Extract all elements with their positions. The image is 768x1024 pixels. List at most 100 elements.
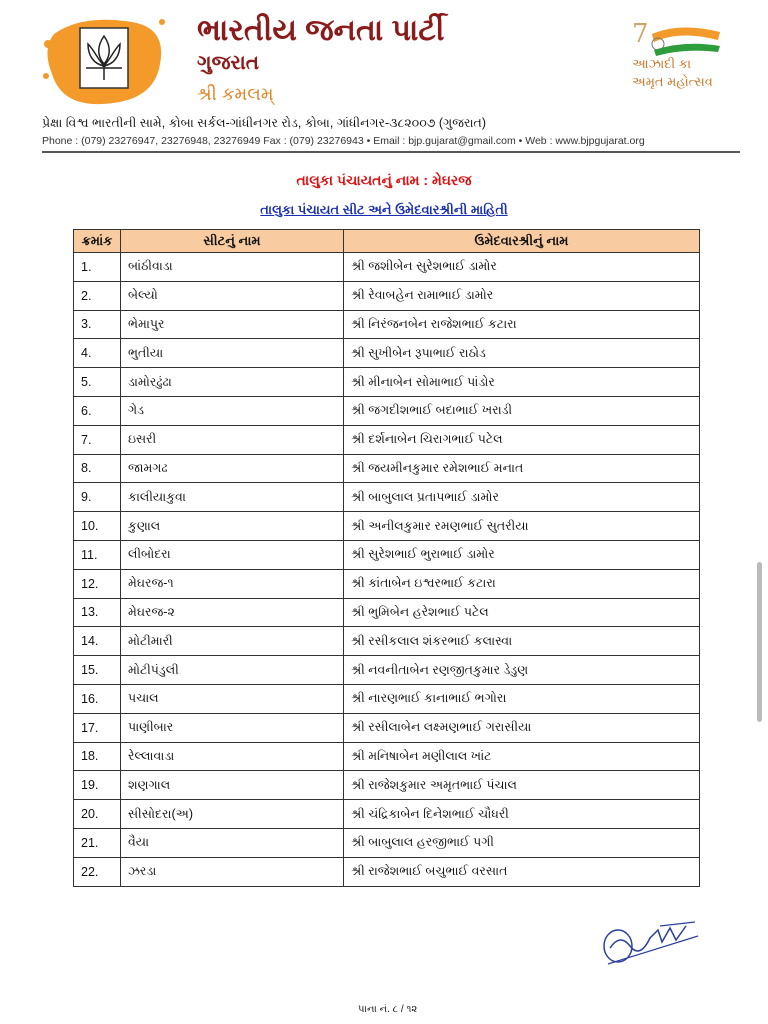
- serial-cell: 2.: [73, 280, 121, 311]
- page-number: પાના નં. ૮ / ૧૨: [358, 1004, 418, 1015]
- party-name: ભારતીય જનતા પાર્ટી: [197, 14, 445, 47]
- taluka-title: તાલુકા પંચાયતનું નામ : મેઘરજ: [296, 172, 472, 188]
- serial-cell: 7.: [73, 424, 121, 455]
- seat-name-cell: મોટીમારી: [120, 626, 344, 657]
- candidate-name-cell: શ્રી રેવાબહેન રામાભાઈ ડામોર: [343, 280, 700, 311]
- bjp-logo: [43, 19, 165, 105]
- table-row: 8. જામગઢ શ્રી જયમીનકુમાર રમેશભાઈ મનાત: [73, 453, 700, 484]
- svg-text:7: 7: [632, 20, 649, 49]
- seat-name-cell: મોટીપંડુલી: [120, 655, 344, 685]
- amrit-logo-text: આઝાદી કા અમૃત મહોત્સવ: [632, 55, 713, 91]
- serial-cell: 8.: [73, 453, 121, 484]
- candidate-name-cell: શ્રી જયમીનકુમાર રમેશભાઈ મનાત: [343, 453, 700, 484]
- candidate-name-cell: શ્રી નવનીતાબેન રણજીતકુમાર ડેડુણ: [343, 655, 700, 685]
- table-row: 5. ડામોરઢુંઢા શ્રી મીનાબેન સોમાભાઈ પાંડોર: [73, 367, 700, 397]
- seat-name-cell: કાલીયાકુવા: [120, 482, 344, 513]
- seat-name-cell: ઝરડા: [120, 856, 344, 887]
- serial-cell: 20.: [73, 799, 121, 829]
- candidate-name-cell: શ્રી રસીલાબેન લક્ષ્મણભાઈ ગરાસીયા: [343, 712, 700, 743]
- address: પ્રેક્ષા વિશ્વ ભારતીની સામે, કોબા સર્કલ-…: [42, 116, 486, 130]
- contact-info: Phone : (079) 23276947, 23276948, 232769…: [42, 135, 645, 147]
- table-row: 6. ગેડ શ્રી જગદીશભાઈ બદાભાઈ ખરાડી: [73, 395, 700, 426]
- seat-name-cell: મેઘરજ-૧: [120, 568, 344, 599]
- serial-cell: 19.: [73, 770, 121, 801]
- table-row: 3. ભેમાપુર શ્રી નિરંજનબેન રાજેશભાઈ કટારા: [73, 309, 700, 340]
- column-header-serial: ક્રમાંક: [73, 229, 121, 253]
- amrit-line-2: અમૃત મહોત્સવ: [632, 74, 713, 89]
- serial-cell: 21.: [73, 827, 121, 858]
- seat-name-cell: ગેડ: [120, 395, 344, 426]
- state-name: ગુજરાત: [197, 52, 260, 74]
- table-row: 12. મેઘરજ-૧ શ્રી કાંતાબેન ઇશ્વરભાઈ કટારા: [73, 568, 700, 599]
- seat-name-cell: બાંઠીવાડા: [120, 252, 344, 282]
- column-header-candidate: ઉમેદવારશ્રીનું નામ: [343, 229, 700, 253]
- scrollbar[interactable]: [757, 562, 762, 722]
- candidate-name-cell: શ્રી કાંતાબેન ઇશ્વરભાઈ કટારા: [343, 568, 700, 599]
- seat-name-cell: ઇસરી: [120, 424, 344, 455]
- serial-cell: 4.: [73, 338, 121, 369]
- column-header-seat: સીટનું નામ: [120, 229, 344, 253]
- azadi-ka-amrit-mahotsav-logo: 7: [632, 20, 720, 56]
- candidate-name-cell: શ્રી રાજેશભાઈ બચુભાઈ વરસાત: [343, 856, 700, 887]
- candidate-name-cell: શ્રી નારણભાઈ કાનાભાઈ ભગોરા: [343, 683, 700, 714]
- seat-name-cell: પચાલ: [120, 683, 344, 714]
- table-row: 20. સીસોદરા(અ) શ્રી ચંદ્રિકાબેન દિનેશભાઈ ચ…: [73, 799, 700, 829]
- table-row: 1. બાંઠીવાડા શ્રી જશીબેન સુરેશભાઈ ડામોર: [73, 252, 700, 282]
- candidate-name-cell: શ્રી બાબુલાલ પ્રતાપભાઈ ડામોર: [343, 482, 700, 513]
- serial-cell: 17.: [73, 712, 121, 743]
- serial-cell: 15.: [73, 655, 121, 685]
- seat-name-cell: વૈયા: [120, 827, 344, 858]
- serial-cell: 1.: [73, 252, 121, 282]
- serial-cell: 12.: [73, 568, 121, 599]
- table-row: 2. બેલ્યો શ્રી રેવાબહેન રામાભાઈ ડામોર: [73, 280, 700, 311]
- candidate-name-cell: શ્રી ચંદ્રિકાબેન દિનેશભાઈ ચૌધરી: [343, 799, 700, 829]
- table-row: 7. ઇસરી શ્રી દર્શનાબેન ચિરાગભાઈ પટેલ: [73, 424, 700, 455]
- seat-name-cell: કુણાલ: [120, 511, 344, 541]
- candidate-name-cell: શ્રી સુખીબેન રૂપાભાઈ રાઠોડ: [343, 338, 700, 369]
- signature: [603, 921, 699, 965]
- serial-cell: 10.: [73, 511, 121, 541]
- table-row: 18. રેલ્લાવાડા શ્રી મનિષાબેન મણીલાલ ખાંટ: [73, 741, 700, 772]
- serial-cell: 5.: [73, 367, 121, 397]
- candidate-name-cell: શ્રી નિરંજનબેન રાજેશભાઈ કટારા: [343, 309, 700, 340]
- serial-cell: 11.: [73, 539, 121, 570]
- candidate-name-cell: શ્રી જશીબેન સુરેશભાઈ ડામોર: [343, 252, 700, 282]
- table-row: 15. મોટીપંડુલી શ્રી નવનીતાબેન રણજીતકુમાર ડ…: [73, 655, 700, 685]
- amrit-line-1: આઝાદી કા: [632, 56, 692, 71]
- candidates-table: ક્રમાંક સીટનું નામ ઉમેદવારશ્રીનું નામ 1.…: [73, 229, 700, 887]
- table-header-row: ક્રમાંક સીટનું નામ ઉમેદવારશ્રીનું નામ: [73, 229, 700, 253]
- candidate-name-cell: શ્રી અનીલકુમાર રમણભાઈ સુતરીયા: [343, 511, 700, 541]
- table-row: 22. ઝરડા શ્રી રાજેશભાઈ બચુભાઈ વરસાત: [73, 856, 700, 887]
- table-row: 9. કાલીયાકુવા શ્રી બાબુલાલ પ્રતાપભાઈ ડામોર: [73, 482, 700, 513]
- table-row: 19. શણગાલ શ્રી રાજેશકુમાર અમૃતભાઈ પંચાલ: [73, 770, 700, 801]
- office-name: શ્રી કમલમ્: [197, 84, 274, 104]
- table-row: 10. કુણાલ શ્રી અનીલકુમાર રમણભાઈ સુતરીયા: [73, 511, 700, 541]
- seat-name-cell: મેઘરજ-૨: [120, 597, 344, 628]
- seat-name-cell: રેલ્લાવાડા: [120, 741, 344, 772]
- serial-cell: 14.: [73, 626, 121, 657]
- serial-cell: 18.: [73, 741, 121, 772]
- table-row: 13. મેઘરજ-૨ શ્રી ભુમિબેન હરેશભાઈ પટેલ: [73, 597, 700, 628]
- table-row: 21. વૈયા શ્રી બાબુલાલ હરજીભાઈ પગી: [73, 827, 700, 858]
- candidate-name-cell: શ્રી ભુમિબેન હરેશભાઈ પટેલ: [343, 597, 700, 628]
- candidate-name-cell: શ્રી મનિષાબેન મણીલાલ ખાંટ: [343, 741, 700, 772]
- candidate-name-cell: શ્રી જગદીશભાઈ બદાભાઈ ખરાડી: [343, 395, 700, 426]
- candidate-name-cell: શ્રી રાજેશકુમાર અમૃતભાઈ પંચાલ: [343, 770, 700, 801]
- serial-cell: 16.: [73, 683, 121, 714]
- candidate-name-cell: શ્રી દર્શનાબેન ચિરાગભાઈ પટેલ: [343, 424, 700, 455]
- header-divider: [42, 151, 740, 153]
- seat-name-cell: શણગાલ: [120, 770, 344, 801]
- seat-name-cell: સીસોદરા(અ): [120, 799, 344, 829]
- serial-cell: 9.: [73, 482, 121, 513]
- table-row: 4. ભુતીયા શ્રી સુખીબેન રૂપાભાઈ રાઠોડ: [73, 338, 700, 369]
- serial-cell: 13.: [73, 597, 121, 628]
- table-row: 17. પાણીબાર શ્રી રસીલાબેન લક્ષ્મણભાઈ ગરાસી…: [73, 712, 700, 743]
- seat-name-cell: ભેમાપુર: [120, 309, 344, 340]
- candidate-name-cell: શ્રી રસીકલાલ શંકરભાઈ કલાસ્વા: [343, 626, 700, 657]
- candidate-name-cell: શ્રી મીનાબેન સોમાભાઈ પાંડોર: [343, 367, 700, 397]
- serial-cell: 22.: [73, 856, 121, 887]
- seat-name-cell: બેલ્યો: [120, 280, 344, 311]
- seat-name-cell: જામગઢ: [120, 453, 344, 484]
- serial-cell: 6.: [73, 395, 121, 426]
- table-row: 11. લીબોદરા શ્રી સુરેશભાઈ ભુરાભાઈ ડામોર: [73, 539, 700, 570]
